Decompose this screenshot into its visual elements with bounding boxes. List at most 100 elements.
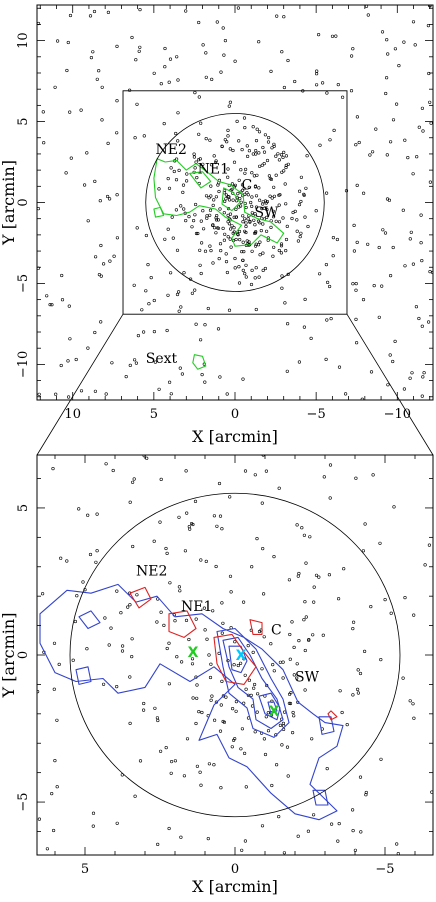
galaxy-point [152, 539, 156, 543]
galaxy-point [261, 222, 265, 226]
galaxy-point [232, 230, 236, 234]
galaxy-point [362, 191, 366, 195]
galaxy-point [427, 320, 431, 324]
galaxy-point [278, 723, 283, 728]
contour-line [228, 645, 248, 674]
galaxy-point [168, 581, 172, 585]
contour-line [75, 666, 92, 685]
galaxy-point [262, 737, 267, 741]
galaxy-point [177, 515, 181, 519]
galaxy-point [270, 146, 274, 150]
galaxy-point [89, 55, 93, 60]
galaxy-point [327, 573, 332, 577]
galaxy-point [241, 240, 245, 244]
galaxy-point [419, 213, 423, 217]
galaxy-point [224, 260, 229, 264]
galaxy-point [158, 520, 162, 524]
galaxy-point [272, 669, 276, 673]
galaxy-point [229, 227, 233, 231]
galaxy-point [138, 8, 142, 12]
galaxy-point [250, 565, 254, 569]
galaxy-point [231, 198, 235, 202]
galaxy-point [182, 207, 186, 211]
galaxy-point [286, 162, 290, 166]
galaxy-point [261, 145, 265, 150]
galaxy-point [241, 268, 245, 273]
galaxy-point [254, 205, 259, 209]
galaxy-point [253, 276, 257, 280]
galaxy-point [242, 657, 246, 661]
galaxy-point [234, 237, 238, 242]
galaxy-point [292, 673, 296, 677]
galaxy-point [236, 232, 240, 236]
galaxy-point [392, 505, 396, 509]
galaxy-point [197, 132, 201, 136]
galaxy-point [201, 43, 205, 47]
galaxy-point [187, 637, 191, 642]
galaxy-point [237, 178, 241, 182]
galaxy-point [240, 183, 245, 187]
galaxy-point [236, 663, 240, 668]
galaxy-point [285, 224, 289, 228]
galaxy-point [386, 383, 390, 387]
galaxy-point [97, 273, 101, 277]
galaxy-point [417, 316, 421, 321]
galaxy-point [250, 171, 254, 175]
galaxy-point [412, 716, 416, 720]
galaxy-point [238, 197, 242, 201]
galaxy-point [331, 236, 336, 240]
galaxy-point [235, 199, 239, 203]
galaxy-point [52, 687, 56, 691]
galaxy-point [244, 167, 248, 171]
galaxy-point [170, 759, 174, 764]
galaxy-point [242, 187, 246, 191]
galaxy-point [209, 184, 213, 188]
peak-marker: X [236, 648, 247, 664]
galaxy-point [253, 473, 257, 477]
galaxy-point [296, 834, 300, 838]
galaxy-point [263, 752, 268, 757]
galaxy-point [248, 220, 252, 224]
galaxy-point [211, 203, 215, 207]
galaxy-point [152, 330, 156, 334]
galaxy-point [408, 376, 412, 380]
galaxy-point [181, 183, 186, 187]
galaxy-point [155, 620, 159, 624]
galaxy-point [230, 187, 234, 191]
galaxy-point [165, 551, 169, 556]
galaxy-point [240, 250, 244, 254]
galaxy-point [258, 253, 262, 257]
galaxy-point [413, 43, 417, 47]
galaxy-point [312, 600, 316, 604]
galaxy-point [261, 546, 265, 551]
galaxy-point [277, 158, 282, 162]
galaxy-point [203, 628, 207, 632]
galaxy-point [252, 218, 256, 222]
galaxy-point [249, 282, 254, 287]
galaxy-point [428, 270, 432, 274]
galaxy-point [200, 710, 204, 715]
galaxy-point [115, 99, 119, 103]
galaxy-point [232, 663, 236, 667]
galaxy-point [314, 573, 319, 577]
galaxy-point [74, 357, 78, 362]
galaxy-point [328, 463, 333, 467]
galaxy-point [385, 38, 389, 42]
galaxy-point [55, 785, 59, 789]
galaxy-point [284, 165, 288, 170]
galaxy-point [178, 366, 182, 370]
galaxy-point [147, 302, 151, 306]
galaxy-point [195, 764, 199, 768]
galaxy-point [291, 710, 295, 715]
galaxy-point [138, 45, 142, 49]
galaxy-point [368, 153, 372, 157]
y-axis-label: Y [arcmin] [0, 160, 18, 246]
galaxy-point [66, 395, 71, 399]
galaxy-point [233, 256, 237, 261]
galaxy-point [231, 706, 235, 711]
galaxy-point [110, 361, 114, 365]
galaxy-point [159, 82, 163, 86]
galaxy-point [94, 560, 98, 564]
galaxy-point [221, 26, 225, 30]
galaxy-point [234, 215, 238, 219]
